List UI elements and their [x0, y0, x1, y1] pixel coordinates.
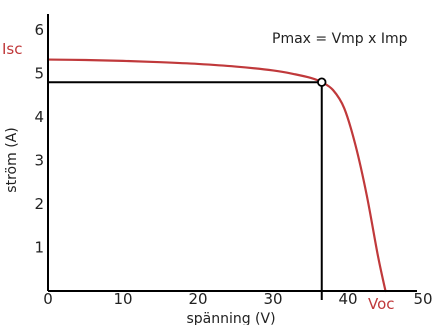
- y-tick-label-2: 2: [34, 195, 44, 213]
- x-tick-label-40: 40: [338, 290, 357, 308]
- x-tick-label-20: 20: [188, 290, 207, 308]
- max-power-guides: [48, 77, 327, 300]
- iv-curve-line-0: [46, 58, 387, 293]
- isc-label: Isc: [2, 40, 23, 58]
- x-axis-label: spänning (V): [186, 311, 275, 325]
- y-tick-label-3: 3: [34, 152, 44, 170]
- max-power-point-marker: [317, 77, 327, 87]
- y-tick-label-5: 5: [34, 65, 44, 83]
- chart-text: Pmax = Vmp x Imp Isc Voc spänning (V) st…: [2, 31, 408, 325]
- y-tick-label-6: 6: [34, 21, 44, 39]
- y-tick-label-4: 4: [34, 108, 44, 126]
- voc-label: Voc: [368, 295, 395, 313]
- x-tick-label-50: 50: [413, 290, 432, 308]
- x-tick-label-0: 0: [43, 290, 53, 308]
- pmax-annotation: Pmax = Vmp x Imp: [272, 31, 408, 47]
- y-tick-label-1: 1: [34, 239, 44, 257]
- tick-labels: 0 10 20 30 40 50 1 2 3 4 5 6: [34, 21, 432, 308]
- curve-layer: [46, 58, 387, 293]
- axes: [47, 14, 417, 292]
- x-tick-label-30: 30: [263, 290, 282, 308]
- y-axis-label: ström (A): [4, 127, 20, 192]
- x-tick-label-10: 10: [113, 290, 132, 308]
